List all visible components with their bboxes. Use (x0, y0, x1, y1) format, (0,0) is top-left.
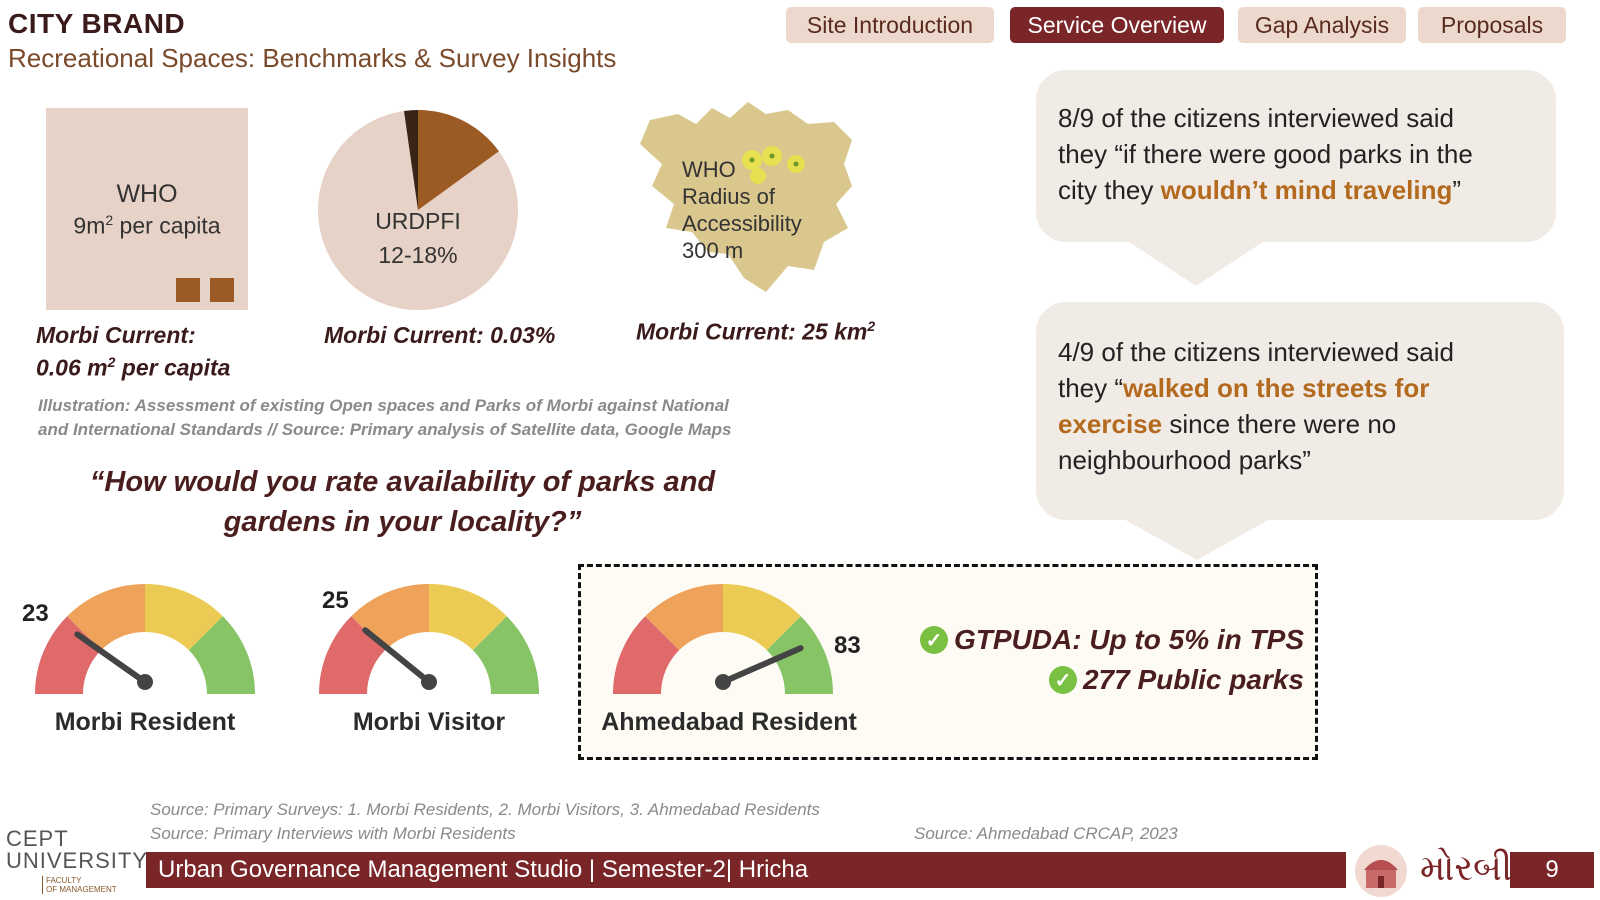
radius-label: WHO Radius of Accessibility 300 m (682, 157, 802, 263)
illustration-caption: Illustration: Assessment of existing Ope… (38, 396, 732, 439)
radius-morbi-current: Morbi Current: 25 km2 (636, 318, 876, 345)
city-brand-title: CITY BRAND (8, 8, 186, 39)
gauge-segment-green (472, 616, 539, 694)
gauge-hub (421, 674, 437, 690)
morbi-gujarati-wordmark: મોરબી (1420, 848, 1513, 889)
urdpfi-pie-chart (318, 110, 518, 310)
source-crcap: Source: Ahmedabad CRCAP, 2023 (914, 824, 1178, 843)
bubble-1-tail (1126, 240, 1266, 286)
fact-public-parks: ✓ 277 Public parks (880, 664, 1304, 696)
park-dot (769, 153, 775, 159)
source-interviews: Source: Primary Interviews with Morbi Re… (150, 824, 516, 843)
gauge-label-morbi-visitor: Morbi Visitor (352, 708, 506, 736)
urdpfi-label: URDPFI (375, 208, 461, 234)
gauge-label-morbi-resident: Morbi Resident (54, 708, 236, 736)
tab-proposals[interactable]: Proposals (1418, 7, 1566, 43)
quote-bubble-1: 8/9 of the citizens interviewed said the… (1036, 70, 1556, 242)
pie-dark-slice (404, 110, 418, 210)
gauge-value-morbi-visitor: 25 (322, 587, 349, 614)
gauge-ahmedabad-resident (613, 584, 833, 694)
page-number: 9 (1510, 852, 1594, 888)
gauge-needle (74, 631, 148, 685)
footer-studio-bar: Urban Governance Management Studio | Sem… (146, 852, 1346, 888)
cept-university-logo: CEPT UNIVERSITY FACULTY OF MANAGEMENT (6, 826, 149, 894)
source-surveys: Source: Primary Surveys: 1. Morbi Reside… (150, 800, 820, 819)
tab-site-introduction[interactable]: Site Introduction (786, 7, 994, 43)
morbi-map-illustration (640, 102, 852, 292)
survey-question: “How would you rate availability of park… (89, 466, 716, 538)
who-value: 9m2 per capita (73, 212, 221, 239)
gauge-segment-red (35, 616, 102, 694)
small-square-icon (176, 278, 200, 302)
page-subtitle: Recreational Spaces: Benchmarks & Survey… (8, 43, 617, 73)
gauge-label-ahmedabad-resident: Ahmedabad Resident (601, 708, 857, 736)
map-shape (640, 102, 852, 292)
park-marker (750, 168, 766, 184)
check-icon: ✓ (1048, 666, 1077, 694)
gauge-segment-green (766, 616, 833, 694)
park-dot (793, 161, 799, 167)
who-morbi-current-line2: 0.06 m2 per capita (36, 354, 231, 381)
gauge-segment-green (188, 616, 255, 694)
who-label: WHO (116, 180, 178, 208)
gauge-morbi-resident (35, 584, 255, 694)
gauge-segment-yellow (429, 584, 507, 651)
small-square-icon (210, 278, 234, 302)
urdpfi-value: 12-18% (378, 242, 458, 268)
tab-service-overview[interactable]: Service Overview (1010, 7, 1224, 43)
gauge-value-ahmedabad-resident: 83 (834, 632, 861, 659)
park-dot (749, 157, 755, 163)
gauge-hub (137, 674, 153, 690)
ahmedabad-facts: ✓ GTPUDA: Up to 5% in TPS ✓ 277 Public par… (880, 624, 1304, 696)
gauge-needle (362, 627, 432, 685)
bubble-2-tail (1122, 518, 1272, 560)
gauge-hub (715, 674, 731, 690)
gauge-segment-red (613, 616, 680, 694)
gauge-segment-yellow (723, 584, 801, 651)
gauge-segment-yellow (145, 584, 223, 651)
who-per-capita-box: WHO 9m2 per capita (46, 108, 248, 310)
pie-share-slice (418, 110, 499, 210)
who-morbi-current-line1: Morbi Current: (36, 322, 196, 348)
palace-logo-icon (1355, 845, 1407, 897)
gauge-value-morbi-resident: 23 (22, 600, 49, 627)
gauge-morbi-visitor (319, 584, 539, 694)
quote-bubble-2: 4/9 of the citizens interviewed said the… (1036, 302, 1564, 520)
gauge-segment-orange (67, 584, 145, 651)
urdpfi-morbi-current: Morbi Current: 0.03% (324, 322, 556, 348)
tab-gap-analysis[interactable]: Gap Analysis (1238, 7, 1406, 43)
gauge-needle (720, 645, 804, 685)
gauge-segment-orange (645, 584, 723, 651)
fact-gtpuda: ✓ GTPUDA: Up to 5% in TPS (880, 624, 1304, 656)
check-icon: ✓ (920, 626, 948, 654)
